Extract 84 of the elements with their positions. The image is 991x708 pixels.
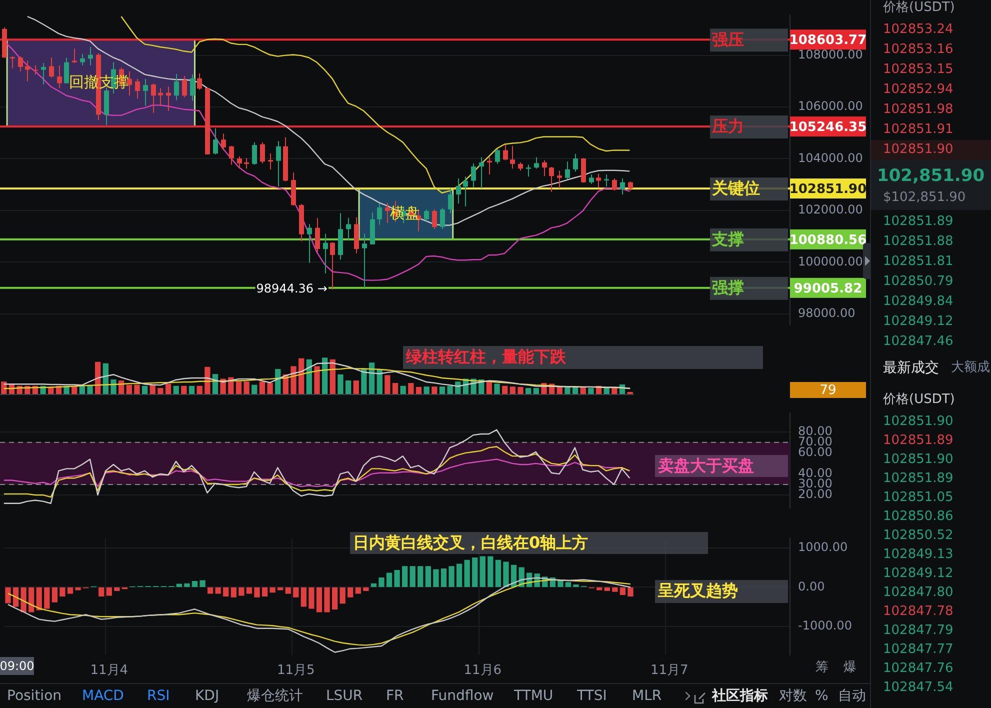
- text: 102851.91: [883, 122, 954, 138]
- text: 102853.15: [883, 62, 954, 78]
- y-tick-label: 60.00: [798, 445, 832, 460]
- y-tick-label: 100000.00: [798, 254, 863, 268]
- y-tick-label: 106000.00: [798, 99, 863, 114]
- note-box: 日内黄白线交叉，白线在0轴上方: [350, 532, 708, 554]
- text: 102852.94: [883, 82, 954, 98]
- text: 社区指标: [712, 688, 768, 704]
- ref-line-label: 强压: [712, 30, 744, 49]
- annotation: 108603.77: [789, 33, 867, 48]
- y-tick-label: 20.00: [798, 487, 832, 502]
- x-tick-label: 11月5: [276, 663, 315, 678]
- text: 102851.90: [883, 142, 954, 158]
- annotation: 102851.90: [789, 182, 867, 197]
- ref-line-label: 关键位: [711, 178, 760, 198]
- text: 102847.54: [883, 680, 954, 696]
- annotation: 100880.56: [789, 232, 867, 248]
- text: TTMU: [514, 688, 554, 704]
- text: 102847.46: [883, 334, 954, 350]
- text: 102851.89: [883, 433, 954, 449]
- text: 对数: [779, 688, 807, 704]
- text: 102851.81: [883, 254, 954, 270]
- text: 自动: [838, 688, 866, 704]
- y-tick-label: 0.00: [798, 579, 825, 594]
- text: %: [815, 688, 828, 704]
- text: MLR: [632, 688, 662, 704]
- text: KDJ: [195, 688, 220, 704]
- text: 102847.76: [883, 661, 954, 677]
- x-tick-label: 11月4: [90, 663, 128, 678]
- y-tick-label: 104000.00: [798, 150, 863, 165]
- text: 大额成: [951, 360, 990, 376]
- text: 102851.98: [883, 102, 954, 118]
- y-tick-label: 108000.00: [798, 47, 863, 62]
- ref-line-label: 强撑: [712, 278, 744, 298]
- text: 102849.12: [883, 314, 954, 330]
- text: 价格(USDT): [883, 392, 955, 408]
- note-box: 卖盘大于买盘: [655, 455, 788, 477]
- text: 102851.05: [883, 490, 954, 506]
- value-tag: 79: [790, 382, 866, 398]
- text: 102847.77: [883, 642, 954, 658]
- ref-line-label: 支撑: [711, 230, 744, 249]
- text: 爆: [842, 659, 858, 676]
- text: 102849.13: [883, 547, 954, 563]
- annotation: 105246.35: [789, 120, 867, 135]
- text: 102853.16: [883, 42, 954, 58]
- text: 102851.90: [883, 414, 954, 430]
- text: 102847.79: [883, 623, 954, 639]
- text: 102851.89: [883, 471, 954, 487]
- text: 102853.24: [883, 22, 954, 38]
- y-tick-label: 98000.00: [798, 306, 856, 320]
- text: 102847.80: [883, 585, 954, 601]
- text: TTSI: [577, 688, 607, 704]
- text: MACD: [82, 688, 124, 704]
- x-tick-label: 11月7: [650, 663, 688, 678]
- text: 102847.78: [883, 604, 954, 620]
- text: 102849.12: [883, 566, 954, 582]
- text: 最新成交: [883, 360, 939, 376]
- text: 价格(USDT): [883, 0, 955, 16]
- y-tick-label: -1000.00: [798, 618, 852, 633]
- y-tick-label: 102000.00: [798, 202, 863, 217]
- time-tag: 09:00: [0, 657, 34, 675]
- note-box: 绿柱转红柱，量能下跌: [403, 346, 763, 369]
- x-tick-label: 11月6: [464, 663, 502, 678]
- text: 102851.88: [883, 234, 954, 250]
- note-box: 呈死叉趋势: [655, 580, 788, 603]
- text: 102850.79: [883, 274, 954, 290]
- annotation: 98944.36 →: [256, 282, 328, 296]
- text: $102,851.90: [883, 190, 966, 206]
- text: 102851.90: [883, 452, 954, 468]
- text: Position: [7, 688, 62, 704]
- text: 筹: [814, 659, 830, 676]
- text: 102,851.90: [877, 165, 985, 187]
- text: 102849.84: [883, 294, 954, 310]
- text: 99005.82: [794, 281, 862, 296]
- text: RSI: [147, 688, 170, 704]
- text: FR: [386, 688, 404, 704]
- text: 102850.86: [883, 509, 954, 525]
- text: LSUR: [326, 688, 363, 704]
- text: 102850.52: [883, 528, 954, 544]
- text: 102851.89: [883, 214, 954, 230]
- ref-line-label: 压力: [711, 116, 744, 136]
- text: Fundflow: [431, 688, 494, 704]
- y-tick-label: 1000.00: [798, 540, 848, 554]
- text: 爆仓统计: [247, 688, 303, 704]
